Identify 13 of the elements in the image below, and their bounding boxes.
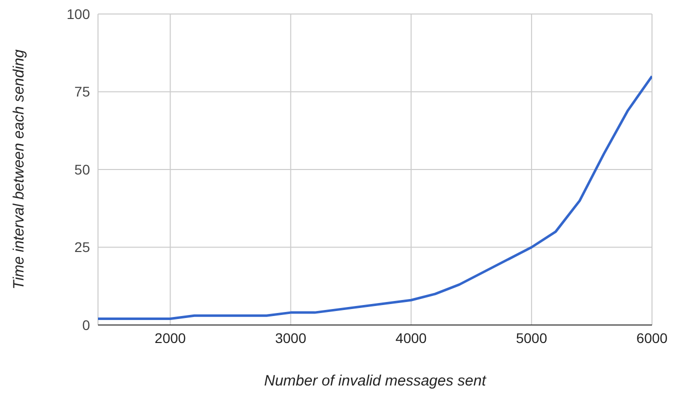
x-tick-label: 4000 [396,330,427,346]
y-tick-label: 0 [82,316,90,333]
x-tick-label: 2000 [154,330,186,346]
y-tick-label: 75 [74,84,90,100]
y-axis-title: Time interval between each sending [10,48,28,290]
y-tick-label: 100 [66,6,90,22]
x-tick-label: 6000 [636,330,668,346]
x-tick-label: 5000 [516,330,548,346]
y-tick-label: 50 [74,161,90,178]
line-series [98,74,652,320]
x-axis-title: Number of invalid messages sent [264,372,487,390]
x-tick-label: 3000 [275,330,306,346]
y-tick-label: 25 [74,239,90,256]
